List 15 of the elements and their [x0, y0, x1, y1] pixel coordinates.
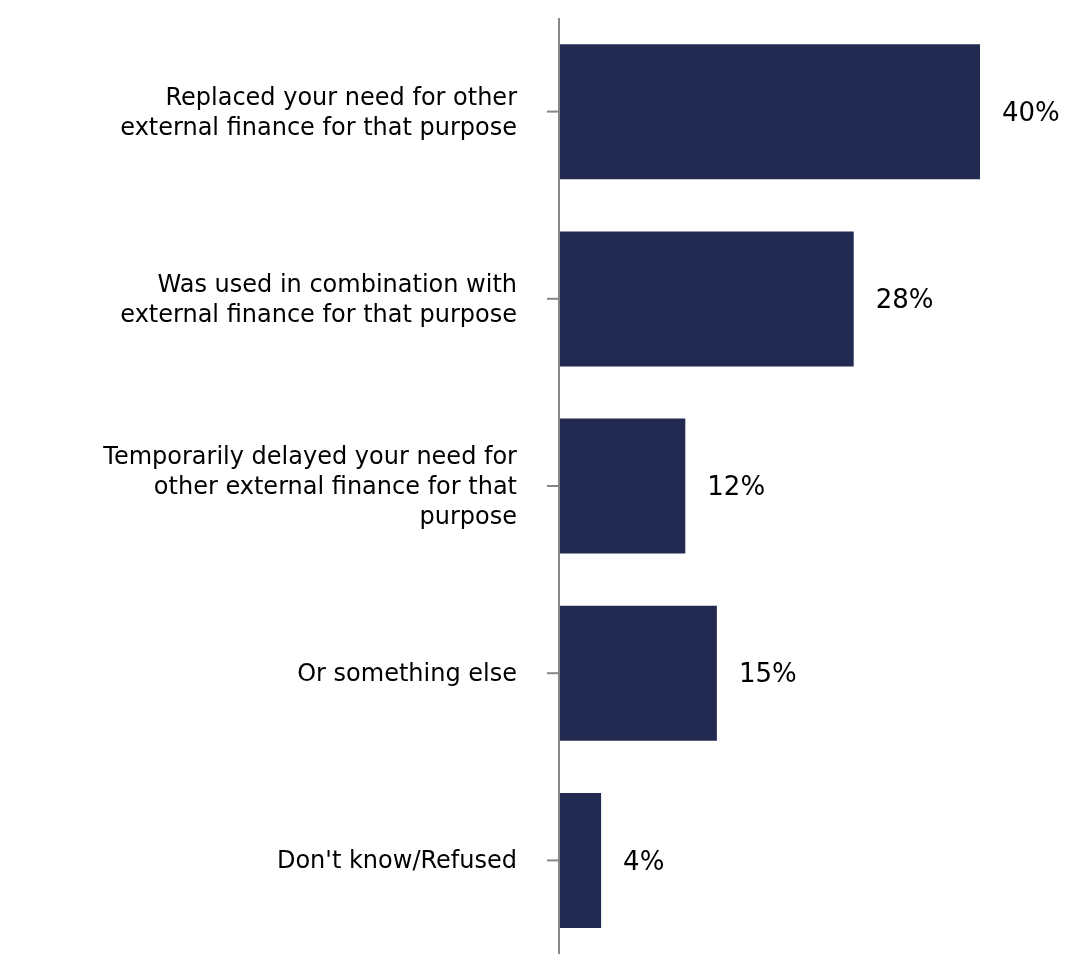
y-tick-label: Or something else: [297, 659, 517, 688]
bar: [559, 231, 854, 367]
bar: [559, 793, 602, 929]
bar: [559, 605, 717, 741]
data-label: 4%: [623, 845, 665, 876]
bar: [559, 44, 980, 180]
data-label: 28%: [875, 283, 934, 314]
data-label: 15%: [738, 658, 797, 689]
y-tick-label: Replaced your need for other external finance for that purpose: [120, 82, 518, 141]
y-tick-label: Don't know/Refused: [276, 846, 517, 875]
bar: [559, 418, 686, 554]
data-label: 40%: [1002, 96, 1060, 127]
data-label: 12%: [707, 471, 766, 502]
y-tick-label: Temporarily delayed your need for other external finance for that purpose: [102, 442, 518, 530]
y-tick-label: Was used in combination with external finance for that purpose: [120, 269, 517, 328]
